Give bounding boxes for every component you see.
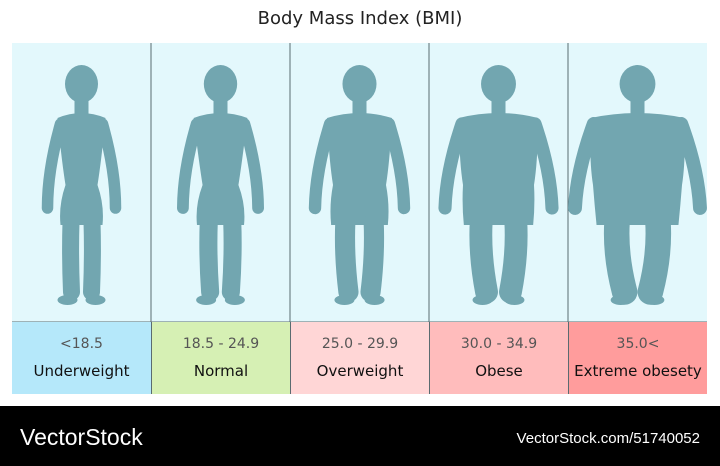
head-silhouette bbox=[481, 65, 516, 103]
bmi-range: <18.5 bbox=[60, 336, 103, 352]
foot-silhouette bbox=[57, 295, 78, 305]
foot-silhouette bbox=[85, 295, 106, 305]
head-silhouette bbox=[65, 65, 98, 103]
bmi-label: Normal bbox=[193, 362, 249, 380]
foot-silhouette bbox=[472, 295, 493, 305]
head-silhouette bbox=[203, 65, 238, 103]
bmi-range: 30.0 - 34.9 bbox=[460, 336, 538, 352]
foot-silhouette bbox=[504, 295, 525, 305]
leg-silhouette bbox=[199, 212, 220, 302]
head-silhouette bbox=[619, 65, 656, 103]
bmi-range: 18.5 - 24.9 bbox=[182, 336, 260, 352]
leg-silhouette bbox=[469, 210, 498, 304]
foot-silhouette bbox=[610, 295, 631, 305]
arm-silhouette bbox=[382, 117, 411, 215]
bmi-category-overweight: 25.0 - 29.9 Overweight bbox=[290, 322, 429, 394]
bmi-range: 35.0< bbox=[616, 336, 660, 352]
bmi-category-underweight: <18.5 Underweight bbox=[12, 322, 151, 394]
bmi-category-obese: 30.0 - 34.9 Obese bbox=[429, 322, 568, 394]
foot-silhouette bbox=[364, 295, 385, 305]
foot-silhouette bbox=[224, 295, 245, 305]
arm-silhouette bbox=[41, 118, 67, 214]
torso-silhouette bbox=[327, 113, 392, 225]
brand-logo: VectorStock bbox=[20, 424, 143, 450]
torso-silhouette bbox=[193, 113, 248, 225]
leg-silhouette bbox=[83, 213, 101, 301]
arm-silhouette bbox=[438, 117, 469, 215]
leg-silhouette bbox=[62, 213, 80, 301]
footer-bar: VectorStock VectorStock.com/51740052 bbox=[0, 406, 720, 466]
bmi-label: Extreme obesety bbox=[574, 362, 702, 380]
neck-silhouette bbox=[352, 98, 367, 116]
leg-silhouette bbox=[499, 210, 528, 304]
leg-silhouette bbox=[603, 209, 638, 305]
bmi-label: Obese bbox=[475, 362, 523, 380]
leg-silhouette bbox=[637, 209, 672, 305]
chart-title: Body Mass Index (BMI) bbox=[257, 8, 463, 29]
neck-silhouette bbox=[491, 98, 506, 116]
neck-silhouette bbox=[213, 98, 228, 116]
bmi-figures bbox=[12, 43, 707, 323]
foot-silhouette bbox=[644, 295, 665, 305]
arm-silhouette bbox=[568, 117, 601, 215]
neck-silhouette bbox=[630, 98, 645, 116]
torso-silhouette bbox=[458, 113, 539, 225]
bmi-label: Underweight bbox=[33, 362, 130, 380]
bmi-label: Overweight bbox=[316, 362, 404, 380]
arm-silhouette bbox=[238, 118, 264, 214]
arm-silhouette bbox=[674, 117, 707, 215]
leg-silhouette bbox=[360, 211, 385, 303]
bmi-category-normal: 18.5 - 24.9 Normal bbox=[151, 322, 290, 394]
arm-silhouette bbox=[308, 117, 337, 215]
head-silhouette bbox=[342, 65, 377, 103]
torso-silhouette bbox=[590, 113, 685, 225]
bmi-range: 25.0 - 29.9 bbox=[321, 336, 399, 352]
arm-silhouette bbox=[528, 117, 559, 215]
arm-silhouette bbox=[96, 118, 122, 214]
torso-silhouette bbox=[57, 113, 106, 225]
foot-silhouette bbox=[196, 295, 217, 305]
leg-silhouette bbox=[221, 212, 242, 302]
foot-silhouette bbox=[334, 295, 355, 305]
neck-silhouette bbox=[74, 98, 89, 116]
image-url: VectorStock.com/51740052 bbox=[516, 430, 700, 447]
arm-silhouette bbox=[177, 118, 203, 214]
bmi-category-extreme-obesety: 35.0< Extreme obesety bbox=[568, 322, 707, 394]
leg-silhouette bbox=[334, 211, 359, 303]
